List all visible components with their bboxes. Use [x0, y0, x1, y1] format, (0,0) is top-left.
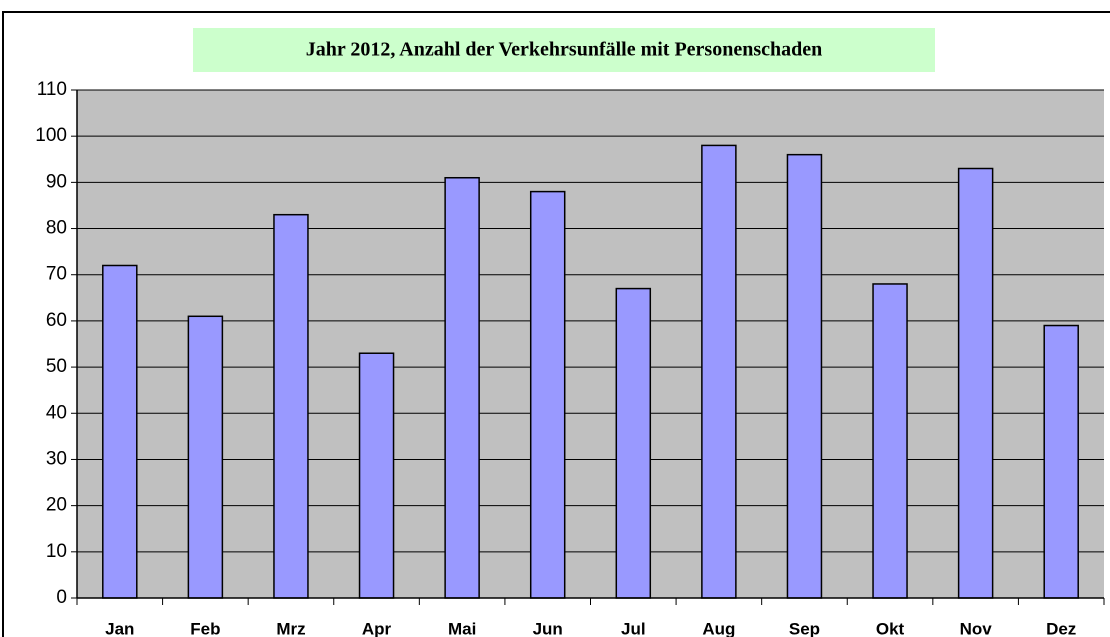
x-tick-label: Mrz	[276, 619, 305, 637]
x-tick-label: Apr	[362, 619, 392, 637]
bar	[273, 213, 309, 599]
chart-title: Jahr 2012, Anzahl der Verkehrsunfälle mi…	[306, 39, 823, 61]
x-tick-label: Sep	[789, 619, 820, 637]
y-tick-label: 90	[46, 171, 67, 192]
y-tick-label: 50	[46, 356, 67, 377]
y-tick-label: 80	[46, 218, 67, 239]
y-tick-label: 60	[46, 310, 67, 331]
bar	[529, 190, 566, 599]
bar	[786, 153, 823, 599]
x-tick-label: Jul	[621, 619, 646, 637]
bar	[872, 283, 908, 599]
bar	[444, 176, 480, 599]
y-tick-label: 110	[37, 79, 67, 100]
y-tick-label: 20	[46, 495, 67, 516]
x-tick-label: Dez	[1046, 619, 1076, 637]
bar	[187, 315, 224, 599]
x-tick-label: Mai	[448, 619, 476, 637]
bar	[701, 144, 737, 599]
plot-area	[77, 90, 1104, 598]
bar	[1043, 324, 1079, 599]
x-tick-label: Jan	[105, 619, 134, 637]
y-tick-label: 0	[56, 587, 67, 608]
x-tick-label: Okt	[876, 619, 905, 637]
y-tick-label: 40	[46, 402, 67, 423]
bar	[358, 352, 395, 599]
x-tick-label: Jun	[533, 619, 563, 637]
title-box	[193, 28, 935, 72]
bar	[957, 167, 994, 599]
y-tick-label: 70	[46, 264, 67, 285]
bar	[615, 287, 652, 599]
x-tick-label: Feb	[190, 619, 220, 637]
y-tick-label: 100	[35, 125, 67, 146]
y-tick-label: 10	[46, 541, 67, 562]
y-tick-label: 30	[46, 448, 67, 469]
bar	[102, 264, 138, 599]
x-tick-label: Nov	[960, 619, 993, 637]
x-tick-label: Aug	[702, 619, 735, 637]
